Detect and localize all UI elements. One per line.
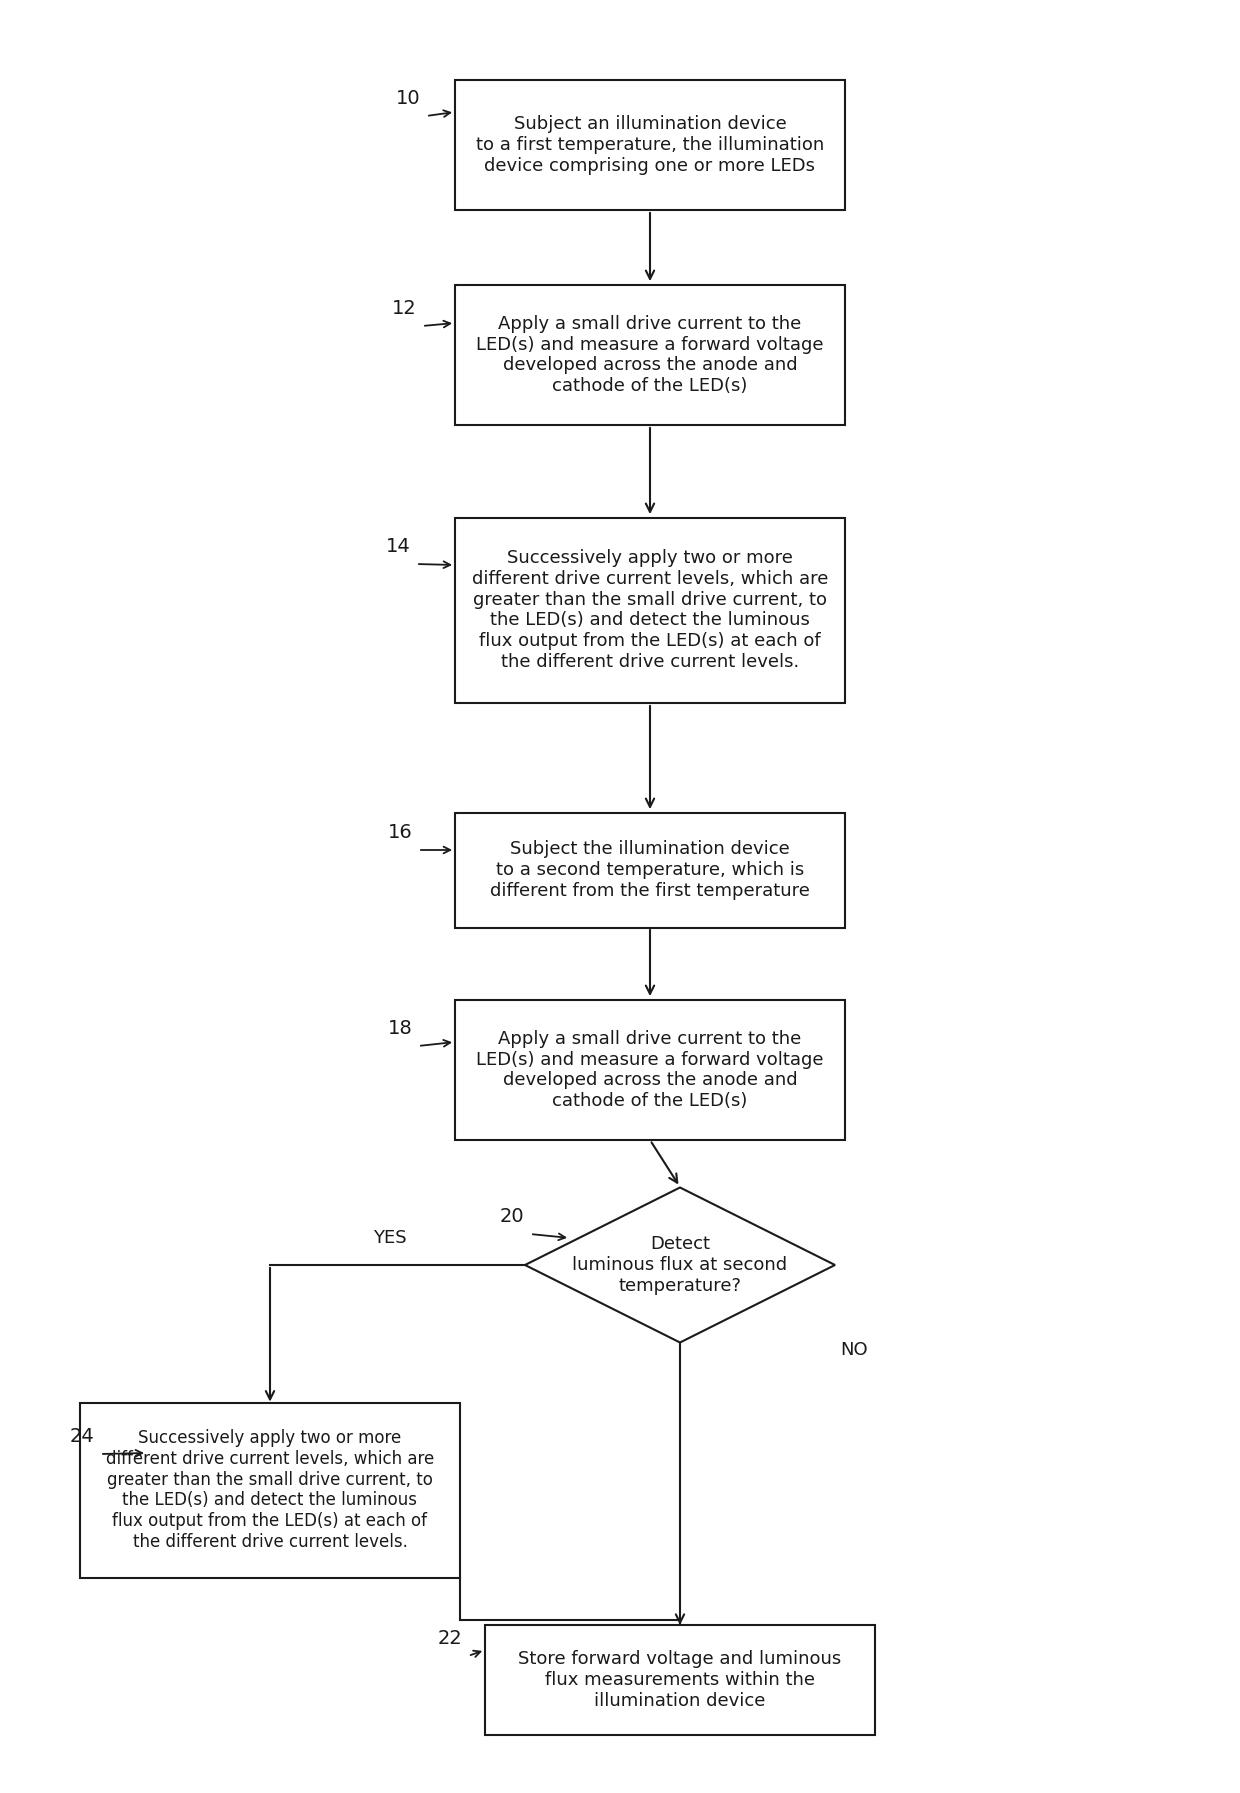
Text: Subject an illumination device
to a first temperature, the illumination
device c: Subject an illumination device to a firs… — [476, 115, 825, 174]
FancyBboxPatch shape — [455, 812, 844, 927]
FancyBboxPatch shape — [455, 1000, 844, 1140]
Text: 18: 18 — [388, 1018, 413, 1038]
Text: 10: 10 — [396, 88, 420, 108]
Text: Apply a small drive current to the
LED(s) and measure a forward voltage
develope: Apply a small drive current to the LED(s… — [476, 1029, 823, 1110]
Text: NO: NO — [839, 1341, 868, 1359]
Text: 22: 22 — [438, 1628, 463, 1648]
Text: Apply a small drive current to the
LED(s) and measure a forward voltage
develope: Apply a small drive current to the LED(s… — [476, 316, 823, 394]
Polygon shape — [525, 1187, 835, 1343]
Text: Successively apply two or more
different drive current levels, which are
greater: Successively apply two or more different… — [105, 1429, 434, 1551]
Text: Store forward voltage and luminous
flux measurements within the
illumination dev: Store forward voltage and luminous flux … — [518, 1650, 842, 1711]
FancyBboxPatch shape — [455, 518, 844, 703]
FancyBboxPatch shape — [81, 1402, 460, 1578]
Text: Detect
luminous flux at second
temperature?: Detect luminous flux at second temperatu… — [573, 1235, 787, 1295]
Text: 24: 24 — [69, 1427, 94, 1445]
Text: Successively apply two or more
different drive current levels, which are
greater: Successively apply two or more different… — [471, 549, 828, 671]
FancyBboxPatch shape — [455, 81, 844, 210]
FancyBboxPatch shape — [455, 285, 844, 425]
FancyBboxPatch shape — [485, 1624, 875, 1736]
Text: 16: 16 — [388, 823, 413, 841]
Text: 14: 14 — [386, 536, 410, 556]
Text: Subject the illumination device
to a second temperature, which is
different from: Subject the illumination device to a sec… — [490, 841, 810, 900]
Text: 20: 20 — [500, 1207, 525, 1225]
Text: YES: YES — [373, 1228, 407, 1246]
Text: 12: 12 — [392, 298, 417, 317]
